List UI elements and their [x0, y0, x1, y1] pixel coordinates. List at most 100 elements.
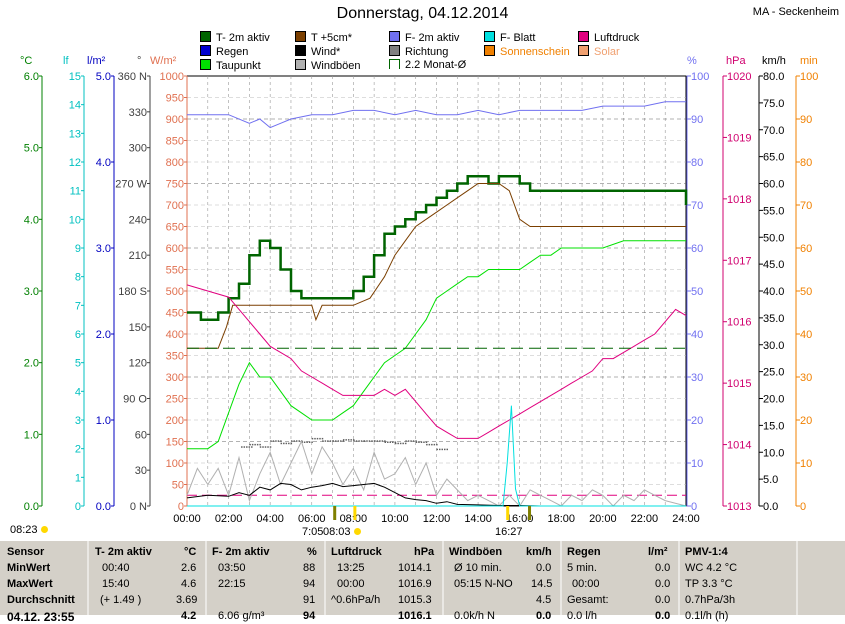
y-tick-label: 90: [800, 114, 812, 126]
y-tick-label: 3: [75, 415, 81, 427]
stats-row-label: 04.12. 23:55: [7, 610, 75, 624]
legend-item: T +5cm*: [295, 31, 352, 44]
stats-header: °C: [184, 546, 197, 558]
x-tick-label: 22:00: [631, 513, 659, 525]
stats-header: Sensor: [7, 546, 45, 558]
stats-cell: 1016.1: [398, 610, 432, 622]
y-tick-label: 750: [166, 179, 184, 191]
y-tick-label: 40.0: [763, 286, 784, 298]
legend-item: F- 2m aktiv: [389, 31, 459, 44]
y-tick-label: 10: [691, 458, 703, 470]
direction-point: [415, 440, 417, 442]
moon-time-2: 08:03: [323, 526, 351, 538]
direction-point: [368, 440, 371, 442]
y-tick-label: 7: [75, 300, 81, 312]
direction-point: [254, 443, 256, 446]
unit-lf: lf: [63, 55, 69, 67]
page-title: Donnerstag, 04.12.2014: [336, 5, 509, 22]
y-tick-label: 200: [166, 415, 184, 427]
x-tick-label: 08:00: [340, 513, 368, 525]
legend-label: 2.2 Monat-Ø: [405, 59, 467, 71]
stats-cell: 00:40: [102, 562, 130, 574]
event-marker: [333, 506, 337, 520]
stats-header: %: [307, 546, 317, 558]
y-tick-label: 330: [129, 107, 147, 119]
y-tick-label: 2.0: [96, 329, 111, 341]
y-tick-label: 0.0: [24, 501, 39, 513]
direction-point: [360, 440, 363, 442]
y-tick-label: 450: [166, 308, 184, 320]
direction-point: [423, 441, 425, 443]
legend-swatch: [389, 59, 400, 69]
x-tick-label: 06:00: [298, 513, 326, 525]
legend-label: Solar: [594, 46, 620, 58]
y-tick-label: 60: [800, 243, 812, 255]
unit-celsius: °C: [20, 55, 33, 67]
stats-panel: Sensor T- 2m aktiv °C F- 2m aktiv % Luft…: [0, 541, 845, 624]
direction-point: [410, 440, 412, 442]
series-line: [186, 482, 686, 507]
y-tick-label: 20: [691, 415, 703, 427]
direction-point: [327, 440, 329, 442]
y-tick-label: 1020: [727, 71, 751, 83]
stats-cell: 91: [303, 594, 316, 606]
series-line: [187, 101, 686, 129]
unit-hpa: hPa: [726, 55, 746, 67]
y-tick-label: 4.0: [24, 214, 39, 226]
direction-point: [259, 446, 262, 448]
y-tick-label: 0: [178, 501, 184, 513]
direction-point: [433, 443, 436, 446]
x-tick-label: 14:00: [464, 513, 492, 525]
stats-cell: ^0.6hPa/h: [331, 594, 381, 606]
sunrise-marker: 08:23: [10, 524, 48, 536]
stats-row-label: MinWert: [7, 562, 51, 574]
y-tick-label: 90 O: [123, 394, 147, 406]
station-name: MA - Seckenheim: [752, 6, 839, 18]
series-line: [186, 440, 687, 507]
stats-cell: 00:00: [337, 578, 365, 590]
stats-cell: 14.5: [531, 578, 553, 590]
direction-point: [267, 446, 269, 448]
direction-point: [431, 443, 433, 446]
direction-point: [277, 440, 280, 442]
direction-point: [264, 446, 267, 448]
legend-swatch: [484, 31, 495, 42]
y-tick-label: 10.0: [763, 447, 784, 459]
y-tick-label: 270 W: [115, 179, 147, 191]
chart: 00:00 02:00 04:00 06:00 08:00 10:00 12:00 14:00…: [24, 71, 819, 525]
y-tick-label: 6.0: [24, 71, 39, 83]
direction-point: [397, 442, 399, 445]
direction-point: [381, 440, 384, 442]
y-tick-label: 400: [166, 329, 184, 341]
legend-label: Regen: [216, 46, 249, 58]
direction-point: [345, 439, 347, 441]
direction-point: [392, 441, 394, 443]
x-tick-label: 18:00: [547, 513, 575, 525]
direction-point: [269, 446, 272, 448]
legend-label: T- 2m aktiv: [216, 32, 270, 44]
direction-point: [342, 440, 345, 442]
stats-header: Luftdruck: [331, 546, 382, 558]
y-tick-label: 70.0: [763, 125, 784, 137]
stats-cell: WC 4.2 °C: [685, 562, 738, 574]
legend-item: Regen: [200, 45, 248, 58]
y-tick-label: 250: [166, 394, 184, 406]
stats-cell: 0.0: [536, 610, 552, 622]
stats-cell: 4.6: [181, 578, 197, 590]
y-tick-label: 3.0: [96, 243, 111, 255]
direction-point: [394, 441, 397, 443]
y-tick-label: 350: [166, 351, 184, 363]
unit-min: min: [800, 55, 818, 67]
y-tick-label: 500: [166, 286, 184, 298]
direction-point: [439, 448, 441, 451]
direction-point: [290, 440, 293, 442]
stats-header: hPa: [414, 546, 435, 558]
y-tick-label: 40: [800, 329, 812, 341]
direction-point: [441, 448, 443, 451]
y-tick-label: 30: [691, 372, 703, 384]
y-tick-label: 100: [691, 71, 709, 83]
y-tick-label: 300: [166, 372, 184, 384]
y-tick-label: 0 N: [130, 501, 147, 513]
sunrise-time: 08:23: [10, 524, 38, 536]
y-tick-label: 300: [129, 143, 147, 155]
